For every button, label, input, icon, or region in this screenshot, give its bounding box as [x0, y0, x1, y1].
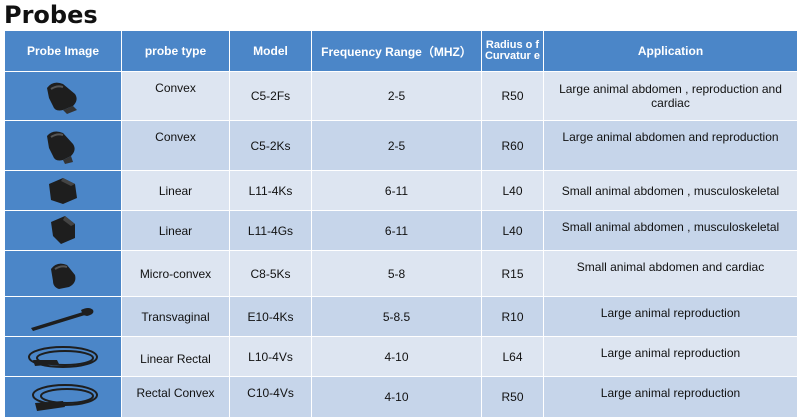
cell-radius: R50: [481, 376, 544, 418]
cell-model: C10-4Vs: [229, 376, 312, 418]
table-row: Convex C5-2Ks 2-5 R60 Large animal abdom…: [4, 120, 798, 171]
cell-frequency: 4-10: [311, 336, 482, 377]
probe-image-cell: [4, 210, 122, 251]
table-row: Linear L11-4Ks 6-11 L40 Small animal abd…: [4, 170, 798, 211]
cell-probe-type: Rectal Convex: [121, 376, 230, 418]
cell-radius: R15: [481, 250, 544, 297]
header-radius: Radius o f Curvatur e: [481, 30, 544, 72]
cell-probe-type: Micro-convex: [121, 250, 230, 297]
cell-frequency: 5-8: [311, 250, 482, 297]
linear-probe-icon: [49, 177, 77, 204]
convex-probe-icon: [47, 131, 75, 164]
header-row: Probe Image probe type Model Frequency R…: [4, 30, 798, 72]
cell-frequency: 5-8.5: [311, 296, 482, 337]
linear-probe-icon: [51, 215, 75, 244]
cell-application: Large animal reproduction: [543, 296, 798, 337]
cell-probe-type: Linear: [121, 210, 230, 251]
cell-model: E10-4Ks: [229, 296, 312, 337]
cell-frequency: 2-5: [311, 71, 482, 121]
cell-radius: L64: [481, 336, 544, 377]
cell-probe-type: Linear: [121, 170, 230, 211]
cell-frequency: 6-11: [311, 210, 482, 251]
cell-application: Small animal abdomen and cardiac: [543, 250, 798, 297]
probe-image-cell: [4, 376, 122, 418]
table-row: Micro-convex C8-5Ks 5-8 R15 Small animal…: [4, 250, 798, 297]
cell-frequency: 4-10: [311, 376, 482, 418]
cell-frequency: 6-11: [311, 170, 482, 211]
cell-application: Small animal abdomen , musculoskeletal: [543, 210, 798, 251]
probe-image-cell: [4, 170, 122, 211]
cell-application: Small animal abdomen , musculoskeletal: [543, 170, 798, 211]
cell-radius: R60: [481, 120, 544, 171]
cell-radius: R10: [481, 296, 544, 337]
cell-application: Large animal abdomen , reproduction and …: [543, 71, 798, 121]
header-application: Application: [543, 30, 798, 72]
table-row: Convex C5-2Fs 2-5 R50 Large animal abdom…: [4, 71, 798, 121]
table-row: Linear Rectal L10-4Vs 4-10 L64 Large ani…: [4, 336, 798, 377]
cell-model: L11-4Ks: [229, 170, 312, 211]
probe-image-cell: [4, 120, 122, 171]
cell-model: C8-5Ks: [229, 250, 312, 297]
cell-application: Large animal abdomen and reproduction: [543, 120, 798, 171]
rectal-probe-icon: [28, 345, 98, 368]
cell-frequency: 2-5: [311, 120, 482, 171]
header-model: Model: [229, 30, 312, 72]
probe-table: Probe Image probe type Model Frequency R…: [4, 30, 798, 418]
rectal-probe-icon: [32, 384, 98, 411]
probe-image-cell: [4, 250, 122, 297]
cell-model: L11-4Gs: [229, 210, 312, 251]
page-title: Probes: [4, 1, 98, 29]
cell-application: Large animal reproduction: [543, 336, 798, 377]
header-probe-image: Probe Image: [4, 30, 122, 72]
convex-probe-icon: [47, 82, 77, 114]
table-row: Rectal Convex C10-4Vs 4-10 R50 Large ani…: [4, 376, 798, 418]
cell-radius: L40: [481, 210, 544, 251]
cell-radius: L40: [481, 170, 544, 211]
cell-probe-type: Linear Rectal: [121, 336, 230, 377]
cell-model: C5-2Ks: [229, 120, 312, 171]
probe-image-cell: [4, 336, 122, 377]
table-row: Linear L11-4Gs 6-11 L40 Small animal abd…: [4, 210, 798, 251]
table-row: Transvaginal E10-4Ks 5-8.5 R10 Large ani…: [4, 296, 798, 337]
cell-probe-type: Transvaginal: [121, 296, 230, 337]
transvaginal-probe-icon: [31, 307, 94, 331]
cell-model: C5-2Fs: [229, 71, 312, 121]
cell-application: Large animal reproduction: [543, 376, 798, 418]
probe-image-cell: [4, 71, 122, 121]
cell-model: L10-4Vs: [229, 336, 312, 377]
cell-probe-type: Convex: [121, 71, 230, 121]
micro-convex-probe-icon: [51, 263, 76, 289]
header-frequency: Frequency Range（MHZ）: [311, 30, 482, 72]
header-probe-type: probe type: [121, 30, 230, 72]
cell-radius: R50: [481, 71, 544, 121]
probe-image-cell: [4, 296, 122, 337]
cell-probe-type: Convex: [121, 120, 230, 171]
